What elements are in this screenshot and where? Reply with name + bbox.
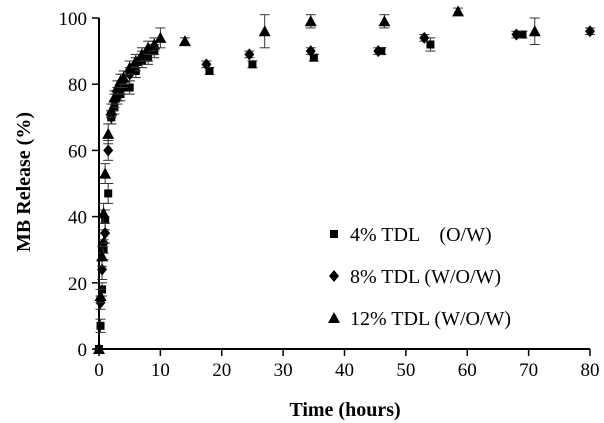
data-point-triangle [123, 61, 136, 73]
y-tick-label: 40 [68, 208, 87, 229]
data-point-triangle [93, 343, 105, 354]
legend: 4% TDL (O/W) 8% TDL (W/O/W) 12% TDL (W/O/W… [328, 224, 511, 330]
plot-axes [98, 18, 590, 350]
data-point-triangle [452, 5, 465, 17]
data-point-triangle [108, 91, 121, 103]
data-point-triangle [378, 15, 391, 27]
x-tick-label: 0 [94, 360, 104, 381]
data-point-triangle [117, 71, 130, 83]
data-point-triangle [97, 207, 110, 219]
legend-marker-square [330, 230, 338, 238]
data-point-triangle [135, 48, 148, 60]
x-axis-title: Time (hours) [289, 399, 400, 421]
data-point-triangle [258, 25, 271, 37]
data-point-triangle [142, 41, 155, 53]
legend-label: 4% TDL (O/W) [350, 224, 492, 246]
data-point-square [96, 321, 105, 330]
data-point-diamond [201, 58, 212, 71]
data-point-triangle [148, 38, 161, 50]
y-axis-ticks: 0 20 40 60 80 100 [59, 9, 99, 361]
series-layer [93, 5, 595, 355]
data-point-square [104, 189, 113, 198]
data-point-triangle [154, 31, 167, 43]
data-point-square [101, 215, 110, 224]
data-point-diamond [305, 45, 316, 58]
x-tick-label: 80 [581, 360, 600, 381]
legend-marker-triangle [328, 312, 340, 323]
legend-label: 12% TDL (W/O/W) [350, 308, 511, 330]
x-axis-ticks: 0 10 20 30 40 50 60 70 80 [94, 349, 600, 381]
y-tick-label: 0 [78, 340, 88, 361]
y-tick-label: 80 [68, 75, 87, 96]
data-point-triangle [528, 25, 541, 37]
y-tick-label: 60 [68, 141, 87, 162]
x-tick-label: 20 [212, 360, 231, 381]
x-tick-label: 70 [519, 360, 538, 381]
data-point-diamond [419, 31, 430, 44]
legend-marker-diamond [329, 270, 339, 282]
data-point-square [248, 60, 257, 69]
legend-item: 12% TDL (W/O/W) [328, 308, 511, 330]
data-point-triangle [96, 250, 109, 262]
data-point-triangle [99, 167, 112, 179]
data-point-diamond [373, 45, 384, 58]
series-diamond [94, 25, 595, 355]
legend-item: 4% TDL (O/W) [330, 224, 492, 246]
data-point-diamond [511, 28, 522, 41]
x-tick-label: 10 [151, 360, 170, 381]
data-point-diamond [100, 227, 111, 240]
data-point-square [518, 30, 527, 39]
data-point-triangle [102, 127, 115, 139]
data-point-square [309, 53, 318, 62]
data-point-diamond [585, 25, 595, 38]
data-point-square [205, 66, 214, 75]
series-triangle [93, 5, 541, 354]
y-tick-label: 20 [68, 274, 87, 295]
x-tick-label: 40 [335, 360, 354, 381]
x-tick-label: 60 [458, 360, 477, 381]
data-point-square [125, 83, 134, 92]
data-point-triangle [129, 55, 142, 67]
legend-label: 8% TDL (W/O/W) [350, 266, 501, 288]
data-point-triangle [94, 290, 107, 302]
data-point-triangle [304, 15, 317, 27]
data-point-triangle [178, 35, 191, 47]
y-axis-title: MB Release (%) [13, 112, 35, 252]
y-tick-label: 100 [59, 9, 88, 30]
data-point-triangle [105, 104, 118, 116]
x-tick-label: 30 [274, 360, 293, 381]
data-point-square [426, 40, 435, 49]
legend-item: 8% TDL (W/O/W) [329, 266, 501, 288]
data-point-diamond [103, 144, 114, 157]
series-square [95, 30, 528, 353]
data-point-diamond [244, 48, 255, 61]
x-tick-label: 50 [396, 360, 415, 381]
